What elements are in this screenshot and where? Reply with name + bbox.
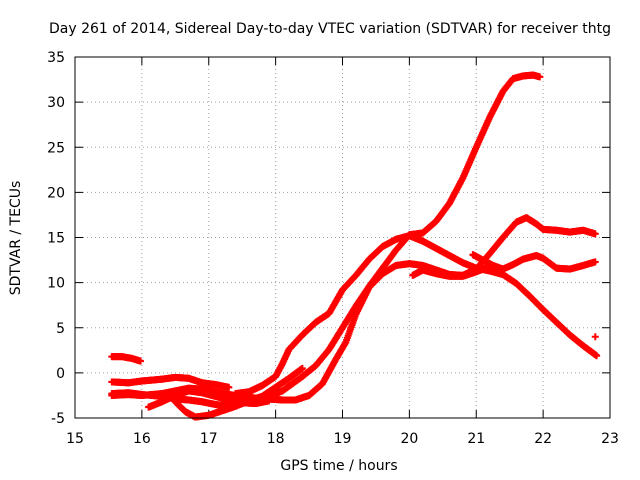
data-point [591,230,599,238]
x-tick-label: 19 [334,431,352,447]
y-tick-label: -5 [51,411,65,427]
data-points [108,71,601,421]
y-axis-title: SDTVAR / TECUs [8,181,24,296]
data-point [298,364,306,372]
y-tick-label: 10 [47,276,65,292]
plot-frame [74,56,611,419]
x-tick-label: 23 [601,431,619,447]
y-tick-label: 30 [47,95,65,111]
chart-title: Day 261 of 2014, Sidereal Day-to-day VTE… [49,21,611,37]
y-tick-label: 0 [56,366,65,382]
x-tick-label: 18 [267,431,285,447]
y-tick-label: 35 [47,50,65,66]
y-tick-label: 15 [47,231,65,247]
series-s7 [232,232,601,398]
grid-lines [75,57,610,418]
data-point [225,383,233,391]
tick-labels: 15 16 17 18 19 20 21 22 23 -5 0 5 10 15 20 25 30 35 [47,50,619,447]
series-s4 [108,214,599,404]
series-s1 [108,353,145,365]
y-tick-label: 5 [56,321,65,337]
series-s8 [409,252,599,280]
data-point [593,352,601,360]
data-point [591,333,599,341]
y-tick-label: 20 [47,185,65,201]
data-point [536,73,544,81]
x-tick-label: 16 [133,431,151,447]
series-s2 [108,373,233,391]
data-point [265,397,273,405]
x-tick-label: 22 [534,431,552,447]
x-tick-label: 21 [467,431,485,447]
x-tick-label: 17 [200,431,218,447]
series-s6 [171,364,306,421]
x-tick-label: 15 [66,431,84,447]
x-axis-title: GPS time / hours [280,458,397,474]
y-tick-label: 25 [47,140,65,156]
x-tick-label: 20 [400,431,418,447]
data-point [137,357,145,365]
series-s9 [469,251,507,273]
series-s3 [108,71,544,410]
series-s10 [591,333,599,341]
data-point [499,265,507,273]
data-point [591,258,599,266]
